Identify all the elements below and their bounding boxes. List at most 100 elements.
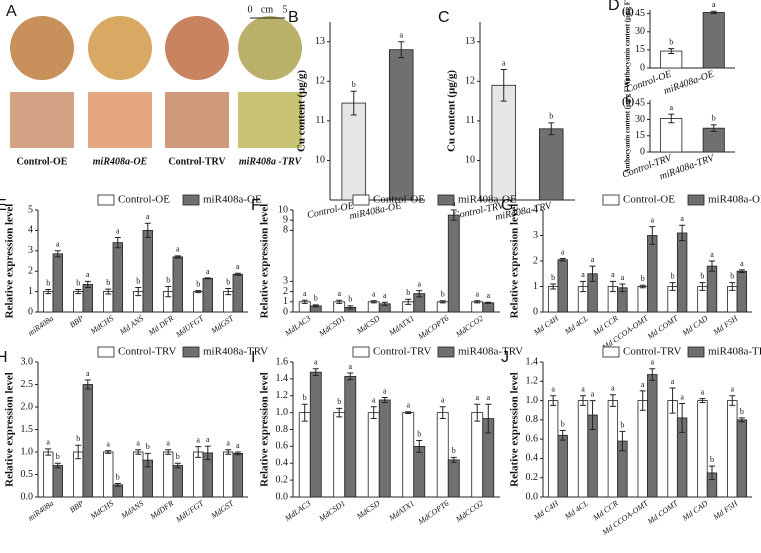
y-tick-label: 1.4: [526, 356, 539, 367]
error-bar: [649, 226, 656, 245]
significance-letter: a: [46, 438, 50, 447]
y-tick-label: 3: [283, 276, 288, 287]
y-tick-label: 4: [533, 204, 538, 215]
bar: [43, 451, 54, 498]
x-tick-label: MdUFGT: [173, 313, 205, 339]
significance-letter: a: [581, 270, 585, 279]
significance-letter: b: [740, 407, 744, 416]
legend-swatch: [687, 346, 705, 358]
x-tick-label: MdLAC3: [282, 499, 312, 524]
significance-letter: b: [561, 419, 565, 428]
error-bar: [639, 390, 646, 411]
y-tick-label: 2: [533, 255, 538, 266]
x-tick-label: MdUFGT: [173, 498, 205, 524]
legend-label: miR408a-TRV: [458, 346, 523, 358]
error-bar: [500, 68, 507, 102]
significance-letter: b: [46, 278, 50, 287]
significance-letter: b: [226, 277, 230, 286]
legend-label: Control-OE: [373, 194, 425, 206]
bar: [436, 301, 449, 313]
apple: [165, 16, 229, 80]
x-tick-label: BBP: [68, 314, 85, 330]
apple-closeup: [165, 92, 229, 148]
bar: [367, 412, 380, 498]
error-bar: [450, 209, 457, 221]
bar: [344, 375, 357, 498]
y-tick-label: 0.8: [276, 424, 289, 435]
significance-letter: b: [348, 295, 352, 304]
significance-letter: b: [76, 278, 80, 287]
error-bar: [679, 402, 686, 433]
error-bar: [336, 299, 343, 304]
significance-letter: b: [417, 429, 421, 438]
panel-label: F: [251, 197, 261, 214]
significance-letter: a: [406, 401, 410, 410]
error-bar: [708, 465, 715, 481]
significance-letter: b: [196, 279, 200, 288]
y-axis-label: Relative expression level: [4, 204, 16, 319]
error-bar: [336, 407, 343, 418]
bar: [82, 284, 94, 313]
bar: [367, 301, 380, 313]
apple-photos: [10, 16, 302, 148]
y-tick-label: 2.0: [21, 401, 34, 412]
x-tick-label: MdCCO2: [453, 314, 484, 340]
significance-letter: a: [561, 247, 565, 256]
legend-label: Control-TRV: [623, 346, 681, 358]
significance-letter: a: [86, 270, 90, 279]
bar: [436, 412, 449, 498]
bar: [491, 84, 517, 201]
error-bar: [649, 368, 656, 381]
y-tick-label: 1.6: [276, 356, 289, 367]
significance-letter: b: [452, 446, 456, 455]
y-tick-label: 0.2: [526, 472, 539, 483]
error-bar: [204, 445, 211, 461]
y-axis-label: Anthocyanin content (μg/g FW): [624, 0, 632, 86]
y-tick-label: 2: [28, 265, 33, 276]
x-tick-label: MdATX1: [387, 314, 416, 338]
significance-letter: b: [669, 37, 673, 46]
apple: [10, 16, 74, 80]
x-tick-label: MdATX1: [387, 499, 416, 523]
bar: [73, 291, 84, 313]
bar: [388, 49, 414, 201]
significance-letter: b: [671, 272, 675, 281]
y-tick-label: 0.0: [276, 491, 289, 502]
y-tick-label: 1: [283, 296, 288, 307]
bar: [43, 291, 54, 313]
error-bar: [84, 280, 91, 289]
panel-label: E: [0, 197, 7, 214]
bar: [298, 412, 311, 498]
significance-letter: b: [441, 290, 445, 299]
bar: [112, 242, 124, 313]
panel-label: H: [0, 349, 8, 366]
error-bar: [738, 269, 745, 273]
error-bar: [398, 41, 405, 59]
bar: [676, 232, 688, 313]
error-bar: [54, 462, 61, 469]
bar: [736, 270, 748, 313]
error-bar: [165, 286, 172, 298]
error-bar: [347, 305, 354, 310]
significance-letter: a: [226, 439, 230, 448]
y-tick-label: 0.6: [526, 433, 539, 444]
bar: [557, 434, 568, 498]
legend-swatch: [352, 346, 370, 358]
error-bar: [105, 450, 112, 454]
bar: [222, 451, 234, 498]
significance-letter: a: [650, 358, 654, 367]
significance-letter: a: [486, 291, 490, 300]
error-bar: [708, 260, 715, 272]
x-tick-label: miR408a: [26, 499, 55, 523]
significance-letter: a: [166, 439, 170, 448]
significance-letter: b: [146, 442, 150, 451]
y-tick-label: 10: [315, 155, 325, 166]
x-tick-label: MdCSD: [354, 499, 381, 522]
significance-letter: a: [441, 396, 445, 405]
y-tick-label: 1.5: [21, 424, 34, 435]
significance-letter: a: [475, 393, 479, 402]
x-tick-label: miR408a: [26, 314, 55, 338]
error-bar: [234, 272, 241, 276]
error-bar: [381, 396, 388, 403]
y-axis-label: Cu content (μg/g): [296, 70, 308, 152]
